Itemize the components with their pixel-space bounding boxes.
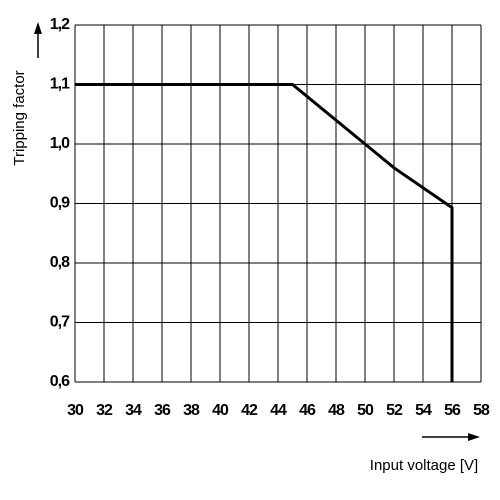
y-tick-label: 0,9 [50, 195, 70, 212]
x-tick-label: 32 [96, 402, 113, 419]
y-tick-label: 1,0 [50, 135, 70, 152]
x-axis-arrowhead [468, 433, 480, 441]
x-tick-label: 38 [183, 402, 200, 419]
x-tick-label: 54 [415, 402, 432, 419]
y-tick-label: 0,7 [50, 314, 70, 331]
x-tick-label: 40 [212, 402, 229, 419]
x-tick-label: 42 [241, 402, 258, 419]
x-tick-label: 58 [473, 402, 490, 419]
x-tick-label: 34 [125, 402, 142, 419]
y-tick-label: 1,2 [50, 16, 70, 33]
y-tick-label: 0,8 [50, 254, 70, 271]
x-tick-label: 48 [328, 402, 345, 419]
x-tick-label: 36 [154, 402, 171, 419]
y-tick-label: 1,1 [50, 76, 70, 93]
y-axis-label: Tripping factor [11, 70, 28, 165]
y-axis-arrowhead [34, 22, 42, 34]
x-tick-label: 50 [357, 402, 374, 419]
x-tick-label: 52 [386, 402, 403, 419]
x-axis-label: Input voltage [V] [370, 457, 478, 474]
y-tick-label: 0,6 [50, 373, 70, 390]
x-tick-label: 56 [444, 402, 461, 419]
x-tick-label: 46 [299, 402, 316, 419]
line [75, 83, 454, 382]
x-tick-label: 30 [67, 402, 84, 419]
x-tick-label: 44 [270, 402, 287, 419]
